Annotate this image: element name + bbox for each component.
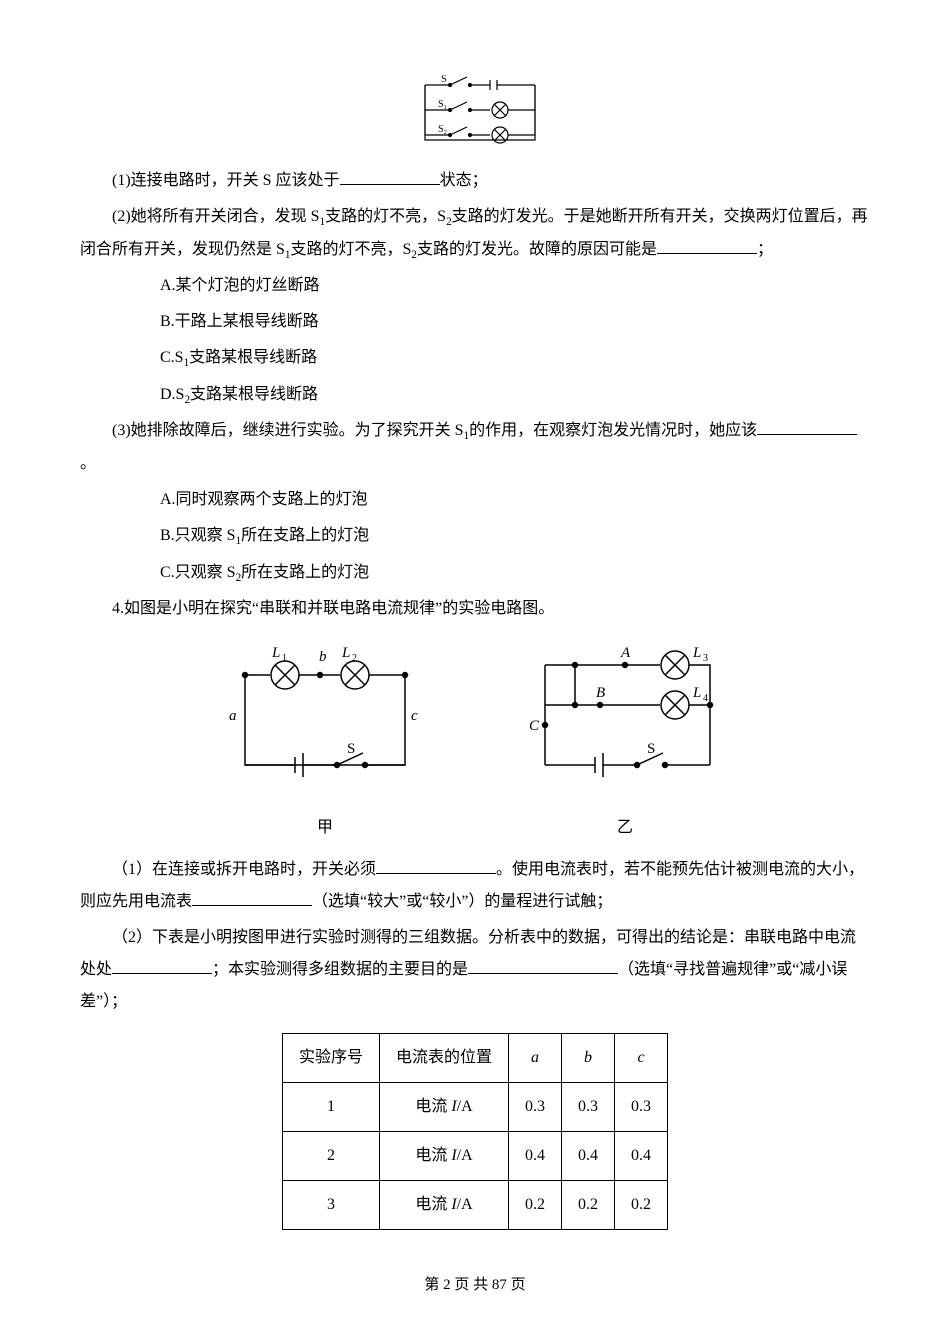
table-row: 3 电流 I/A 0.2 0.2 0.2: [282, 1181, 667, 1230]
table-cell: 电流 I/A: [380, 1083, 509, 1132]
circuit-left-wrap: L1 b L2 a c S 甲: [215, 645, 435, 844]
table-cell: 0.2: [509, 1181, 562, 1230]
page-footer: 第 2 页 共 87 页: [80, 1270, 870, 1300]
circuit-right-wrap: A L3 B L4 C S 乙: [515, 645, 735, 844]
table-header: 实验序号: [282, 1034, 379, 1083]
q2-option-d: D.S2支路某根导线断路: [80, 379, 870, 412]
q2-option-b: B.干路上某根导线断路: [80, 306, 870, 338]
svg-text:A: A: [620, 645, 631, 661]
table-cell: 0.4: [509, 1132, 562, 1181]
q4-1-p3: （选填“较大”或“较小”）的量程进行试触；: [312, 893, 612, 910]
svg-text:L: L: [341, 645, 350, 661]
q4-1-blank1: [376, 855, 496, 874]
table-cell: 0.3: [509, 1083, 562, 1132]
svg-text:S: S: [347, 741, 355, 757]
q1-blank: [340, 166, 440, 185]
svg-text:c: c: [411, 708, 418, 724]
q3-blank: [757, 416, 857, 435]
q4-1-p1: （1）在连接或拆开电路时，开关必须: [112, 861, 376, 878]
circuit-diagram-top: S S₁ S₂: [405, 70, 545, 150]
q3-option-c: C.只观察 S2所在支路上的灯泡: [80, 557, 870, 590]
q1-text: (1)连接电路时，开关 S 应该处于 状态；: [80, 165, 870, 197]
svg-text:b: b: [319, 649, 327, 665]
table-cell: 3: [282, 1181, 379, 1230]
table-cell: 电流 I/A: [380, 1181, 509, 1230]
table-header: b: [562, 1034, 615, 1083]
q2-option-c: C.S1支路某根导线断路: [80, 342, 870, 375]
q4-1-text: （1）在连接或拆开电路时，开关必须。使用电流表时，若不能预先估计被测电流的大小，…: [80, 854, 870, 918]
table-cell: 0.4: [562, 1132, 615, 1181]
table-cell: 0.2: [562, 1181, 615, 1230]
table-cell: 1: [282, 1083, 379, 1132]
table-cell: 0.2: [615, 1181, 668, 1230]
q4-2-p2: ；本实验测得多组数据的主要目的是: [212, 961, 468, 978]
svg-text:3: 3: [703, 653, 708, 664]
svg-text:4: 4: [703, 693, 708, 704]
svg-text:S: S: [441, 74, 447, 85]
table-cell: 0.3: [615, 1083, 668, 1132]
svg-text:L: L: [692, 685, 701, 701]
svg-text:S₁: S₁: [438, 99, 447, 110]
table-header: a: [509, 1034, 562, 1083]
svg-text:S: S: [647, 741, 655, 757]
svg-text:a: a: [229, 708, 237, 724]
q4-2-text: （2）下表是小明按图甲进行实验时测得的三组数据。分析表中的数据，可得出的结论是：…: [80, 922, 870, 1018]
table-row: 1 电流 I/A 0.3 0.3 0.3: [282, 1083, 667, 1132]
svg-text:1: 1: [282, 653, 287, 664]
svg-text:L: L: [692, 645, 701, 661]
table-row: 2 电流 I/A 0.4 0.4 0.4: [282, 1132, 667, 1181]
circuit-left-label: 甲: [215, 812, 435, 844]
svg-text:C: C: [529, 718, 540, 734]
q4-intro: 4.如图是小明在探究“串联和并联电路电流规律”的实验电路图。: [80, 593, 870, 625]
table-cell: 0.3: [562, 1083, 615, 1132]
svg-text:L: L: [271, 645, 280, 661]
svg-text:S₂: S₂: [438, 124, 447, 135]
q1-suffix: 状态；: [440, 172, 488, 189]
svg-text:B: B: [596, 685, 605, 701]
table-cell: 2: [282, 1132, 379, 1181]
q3-option-a: A.同时观察两个支路上的灯泡: [80, 484, 870, 516]
data-table: 实验序号 电流表的位置 a b c 1 电流 I/A 0.3 0.3 0.3 2…: [282, 1033, 668, 1230]
q4-2-blank2: [468, 955, 618, 974]
table-cell: 电流 I/A: [380, 1132, 509, 1181]
q2-text: (2)她将所有开关闭合，发现 S1支路的灯不亮，S2支路的灯发光。于是她断开所有…: [80, 201, 870, 266]
table-header-row: 实验序号 电流表的位置 a b c: [282, 1034, 667, 1083]
q4-2-blank1: [112, 955, 212, 974]
q3-option-b: B.只观察 S1所在支路上的灯泡: [80, 520, 870, 553]
table-header: 电流表的位置: [380, 1034, 509, 1083]
circuit-right: A L3 B L4 C S: [515, 645, 735, 795]
circuit-right-label: 乙: [515, 812, 735, 844]
q2-option-a: A.某个灯泡的灯丝断路: [80, 270, 870, 302]
circuit-left: L1 b L2 a c S: [215, 645, 435, 795]
svg-text:2: 2: [352, 653, 357, 664]
circuit-row: L1 b L2 a c S 甲: [80, 645, 870, 844]
q2-blank: [657, 234, 757, 253]
q4-1-blank2: [192, 887, 312, 906]
table-header: c: [615, 1034, 668, 1083]
q1-prefix: (1)连接电路时，开关 S 应该处于: [112, 172, 340, 189]
table-cell: 0.4: [615, 1132, 668, 1181]
q3-text: (3)她排除故障后，继续进行实验。为了探究开关 S1的作用，在观察灯泡发光情况时…: [80, 415, 870, 480]
